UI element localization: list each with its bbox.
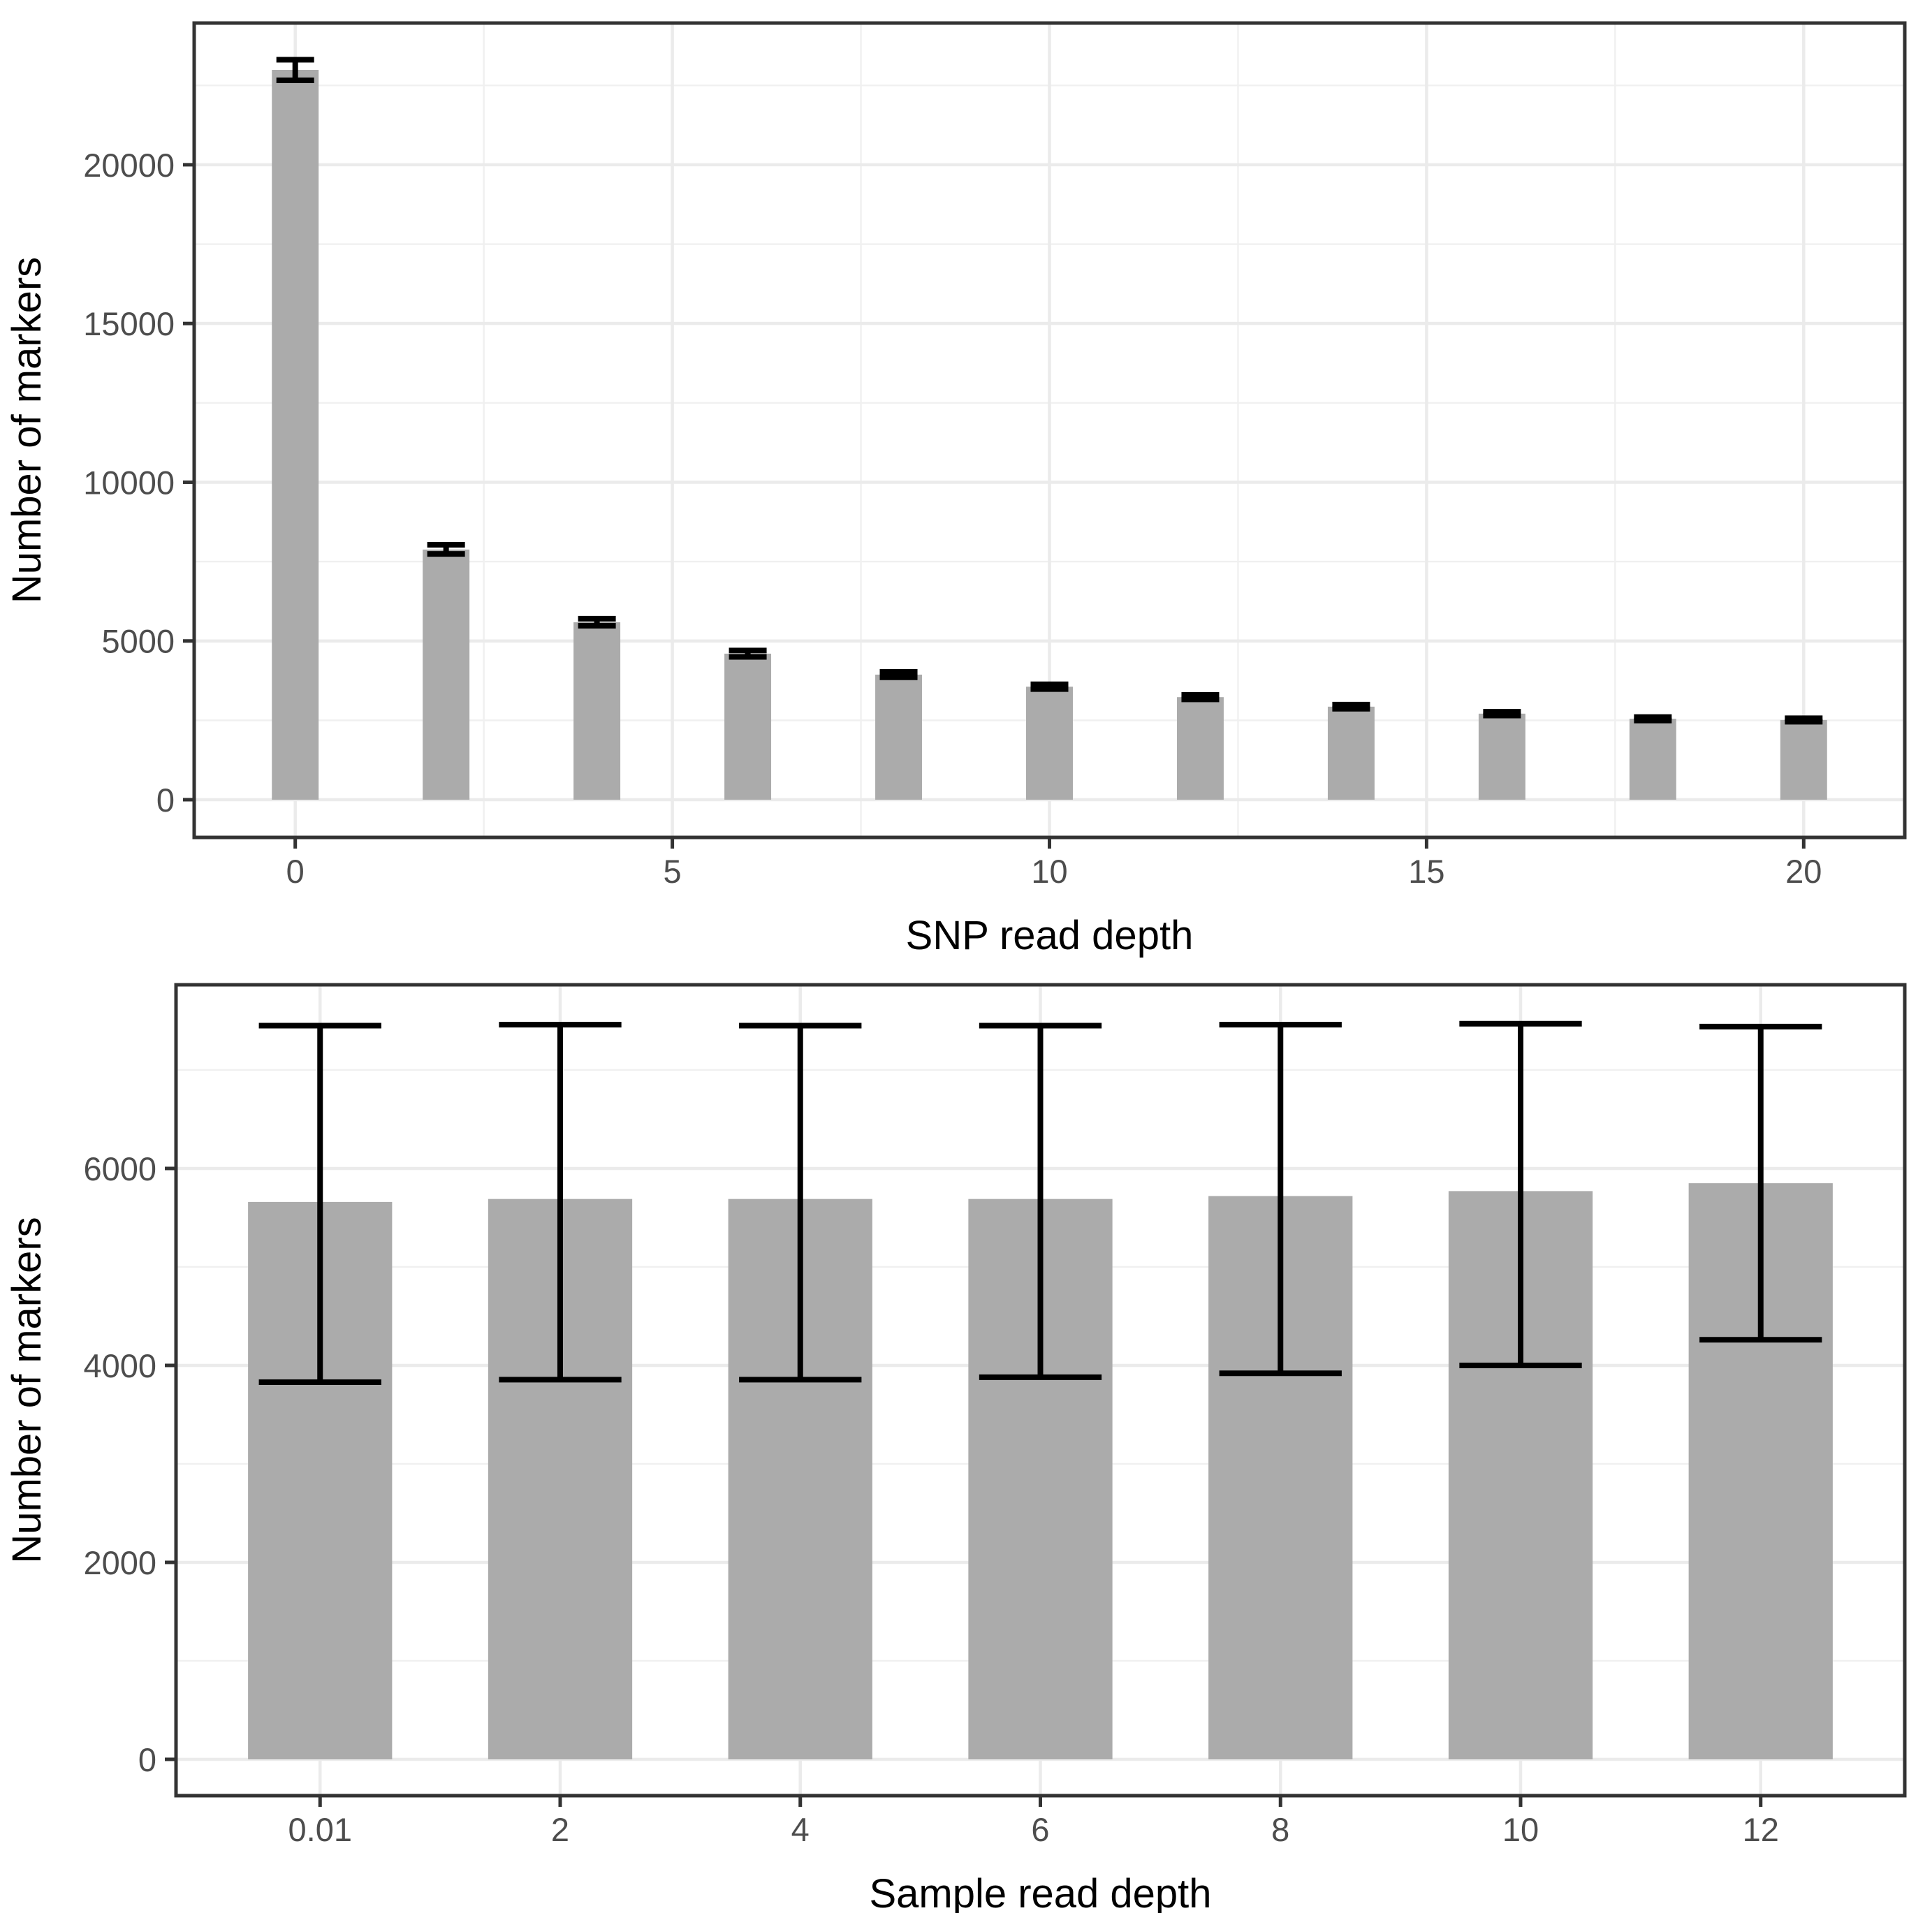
y-tick-label: 5000 [101, 623, 175, 660]
bars [272, 70, 1827, 800]
bar [1026, 687, 1073, 800]
bar [272, 70, 319, 800]
x-tick-label: 20 [1785, 853, 1822, 890]
x-axis: 0.01 2 4 6 8 10 12 [288, 1796, 1779, 1848]
x-tick-label: 0.01 [288, 1811, 352, 1848]
y-axis: 0 2000 4000 6000 [83, 1150, 176, 1778]
x-tick-label: 10 [1502, 1811, 1539, 1848]
x-tick-label: 0 [286, 853, 305, 890]
x-tick-label: 6 [1031, 1811, 1049, 1848]
bar [1629, 719, 1676, 800]
error-bars [276, 57, 1823, 725]
x-tick-label: 4 [791, 1811, 810, 1848]
x-axis: 0 5 10 15 20 [286, 837, 1822, 890]
chart-snp-read-depth: 0 5 10 15 20 0 5000 10000 15000 20000 SNP read dep… [4, 21, 1907, 958]
y-axis-title: Number of markers [4, 1217, 50, 1563]
x-axis-title: Sample read depth [869, 1871, 1211, 1913]
y-tick-label: 15000 [83, 305, 175, 342]
y-tick-label: 10000 [83, 464, 175, 501]
bar [573, 622, 621, 800]
chart-sample-read-depth: 0.01 2 4 6 8 10 12 0 2000 4000 6000 Sample read dep… [4, 983, 1907, 1913]
x-tick-label: 15 [1408, 853, 1444, 890]
bar [1176, 697, 1224, 800]
bar [1327, 706, 1375, 800]
y-axis-title: Number of markers [4, 257, 50, 603]
error-bars [258, 1020, 1822, 1385]
y-tick-label: 20000 [83, 147, 175, 184]
y-tick-label: 0 [138, 1741, 156, 1778]
x-tick-label: 5 [664, 853, 682, 890]
bar [875, 674, 923, 800]
x-tick-label: 10 [1031, 853, 1067, 890]
y-tick-label: 0 [156, 782, 175, 819]
x-tick-label: 12 [1743, 1811, 1779, 1848]
y-tick-label: 2000 [83, 1544, 156, 1581]
x-tick-label: 8 [1271, 1811, 1289, 1848]
x-axis-title: SNP read depth [906, 913, 1194, 958]
x-tick-label: 2 [551, 1811, 569, 1848]
y-tick-label: 4000 [83, 1347, 156, 1384]
bar [1478, 713, 1525, 800]
y-tick-label: 6000 [83, 1150, 156, 1187]
y-axis: 0 5000 10000 15000 20000 [83, 147, 194, 819]
bar [423, 549, 470, 800]
bar [1780, 719, 1827, 800]
bar [724, 653, 772, 800]
